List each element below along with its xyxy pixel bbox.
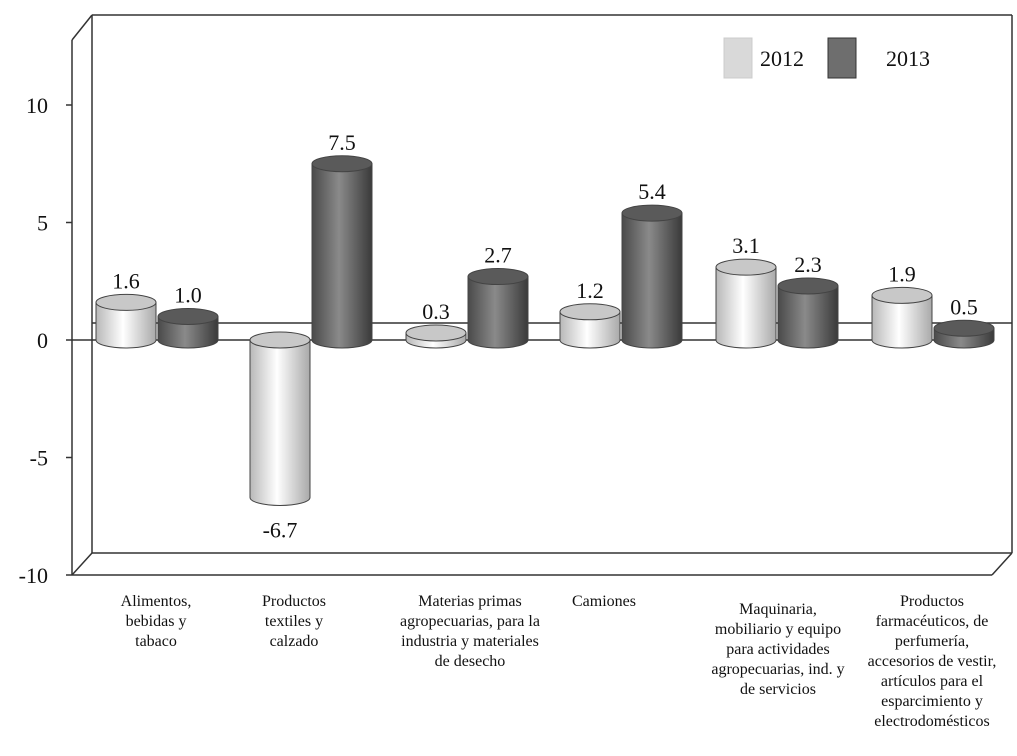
x-category-label-line: esparcimiento y — [881, 693, 983, 710]
data-label: 0.3 — [422, 299, 450, 324]
y-tick-label: 0 — [37, 328, 48, 353]
x-category-label-line: mobiliario y equipo — [714, 621, 842, 638]
bar-2012-4 — [715, 258, 777, 349]
bar-2012-3 — [559, 303, 621, 349]
x-category-label: Maquinaria, mobiliario y equipo para activ… — [693, 600, 863, 700]
x-category-label-line: agropecuarias, para la — [400, 613, 540, 630]
x-category-label-line: agropecuarias, ind. y — [711, 661, 845, 678]
data-label: -6.7 — [263, 517, 298, 542]
bar-2012-1 — [249, 331, 311, 506]
x-category-label-line: farmacéuticos, de — [875, 613, 989, 630]
bar-2013-0 — [157, 308, 219, 349]
x-category-label-line: Maquinaria, — [739, 601, 817, 618]
x-category-label-line: tabaco — [135, 633, 177, 650]
x-category-label-line: industria y materiales — [401, 633, 539, 650]
x-category-label: Alimentos, bebidas y tabaco — [71, 592, 241, 652]
x-category-label-line: accesorios de vestir, — [867, 653, 997, 670]
data-label: 5.4 — [638, 179, 666, 204]
data-label: 1.2 — [576, 278, 604, 303]
bar-2012-5 — [871, 286, 933, 349]
data-label: 3.1 — [732, 233, 760, 258]
x-category-label-line: Productos — [900, 593, 964, 610]
data-label: 1.0 — [174, 283, 202, 308]
x-category-label-line: Materias primas — [418, 593, 522, 610]
x-category-label-line: calzado — [269, 633, 319, 650]
data-label: 1.6 — [112, 268, 140, 293]
data-label: 0.5 — [950, 294, 978, 319]
x-category-label: Productos textiles y calzado — [209, 592, 379, 652]
x-category-label-line: artículos para el — [880, 673, 984, 690]
x-category-label-line: textiles y — [264, 613, 324, 630]
legend: 2012 2013 — [723, 37, 930, 79]
bars — [95, 155, 995, 506]
legend-swatch-2012 — [723, 37, 753, 79]
legend-label-2013: 2013 — [886, 46, 930, 71]
x-category-label-line: de servicios — [740, 681, 816, 698]
bar-2012-0 — [95, 293, 157, 349]
plot-frame — [71, 14, 1013, 576]
y-axis-ticks: -10 -5 0 5 10 — [19, 93, 72, 588]
x-category-label-line: Alimentos, — [120, 593, 192, 610]
x-category-label-line: para actividades — [726, 641, 830, 658]
legend-swatch-2013 — [827, 37, 857, 79]
data-label: 1.9 — [888, 261, 916, 286]
y-tick-label: -10 — [19, 563, 48, 588]
x-category-label: Productos farmacéuticos, de perfumería, acc… — [850, 592, 1015, 732]
x-category-label-line: electrodomésticos — [874, 713, 990, 730]
x-category-label: Camiones — [519, 592, 689, 612]
bar-2013-4 — [777, 277, 839, 349]
x-category-label: Materias primas agropecuarias, para la ind… — [385, 592, 555, 672]
bar-2012-2 — [405, 324, 467, 349]
y-tick-label: -5 — [30, 446, 48, 471]
bar-2013-2 — [467, 268, 529, 349]
legend-label-2012: 2012 — [760, 46, 804, 71]
bar-2013-3 — [621, 204, 683, 349]
y-tick-label: 5 — [37, 211, 48, 236]
x-category-label-line: perfumería, — [894, 633, 970, 650]
x-category-label-line: Productos — [262, 593, 326, 610]
data-label: 2.7 — [484, 243, 512, 268]
y-tick-label: 10 — [26, 93, 48, 118]
data-label: 2.3 — [794, 252, 822, 277]
x-category-label-line: de desecho — [434, 653, 506, 670]
data-label: 7.5 — [328, 130, 356, 155]
bar-2013-1 — [311, 155, 373, 349]
x-category-label-line: bebidas y — [125, 613, 187, 630]
bar-2013-5 — [933, 319, 995, 349]
data-labels: 1.6 -6.7 0.3 1.2 3.1 1.9 1.0 7.5 2.7 5.4 2.3 0.5 — [112, 130, 978, 543]
x-category-label-line: Camiones — [572, 593, 636, 610]
